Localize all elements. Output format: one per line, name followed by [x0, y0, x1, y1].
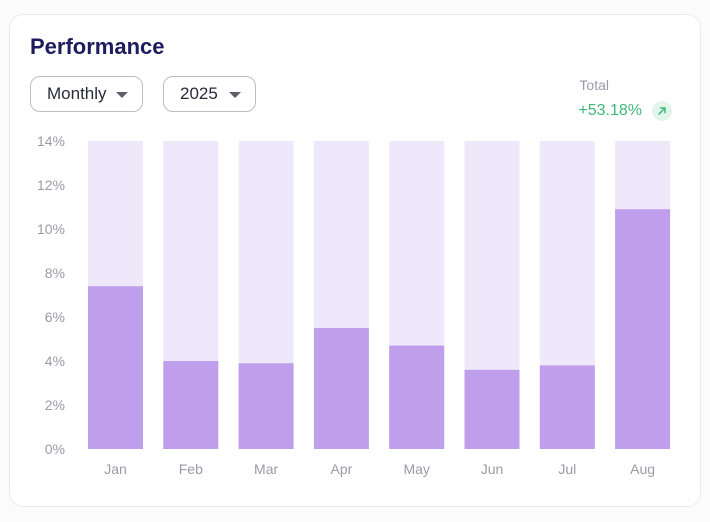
x-tick-label: Feb: [179, 461, 203, 477]
chevron-down-icon: [116, 92, 128, 98]
year-select-value: 2025: [180, 84, 218, 103]
bar-feb: [163, 361, 219, 449]
x-tick-label: Apr: [331, 461, 353, 477]
total-value: +53.18%: [578, 102, 642, 119]
x-tick-label: Jun: [481, 461, 504, 477]
performance-card: Performance Monthly 2025 Total +53.18% 0…: [9, 14, 701, 507]
x-tick-label: Mar: [254, 461, 278, 477]
y-tick-label: 14%: [37, 133, 65, 149]
bar-apr: [313, 328, 369, 449]
x-tick-label: Jan: [104, 461, 127, 477]
bar-aug: [615, 209, 671, 449]
bar-jun: [464, 369, 520, 449]
year-select[interactable]: 2025: [163, 76, 256, 112]
y-tick-label: 4%: [45, 353, 65, 369]
y-tick-label: 0%: [45, 441, 65, 457]
y-tick-label: 12%: [37, 177, 65, 193]
bar-jul: [539, 365, 595, 449]
chevron-down-icon: [229, 92, 241, 98]
bar-jan: [88, 286, 143, 449]
x-tick-label: May: [403, 461, 429, 477]
x-tick-label: Aug: [630, 461, 655, 477]
y-tick-label: 10%: [37, 221, 65, 237]
period-select-value: Monthly: [47, 84, 107, 103]
total-summary: +53.18%: [578, 101, 672, 121]
x-tick-label: Jul: [558, 461, 576, 477]
y-tick-label: 2%: [45, 397, 65, 413]
card-title: Performance: [30, 34, 165, 59]
arrow-up-right-icon: [652, 101, 672, 121]
bar-chart: 0% 2% 4% 6% 8% 10% 12% 14% Jan Feb Mar Apr May Jun Jul…: [37, 133, 671, 477]
y-tick-label: 8%: [45, 265, 65, 281]
bar-mar: [238, 363, 294, 449]
y-tick-label: 6%: [45, 309, 65, 325]
total-label: Total: [579, 77, 609, 93]
bar-may: [389, 345, 445, 449]
period-select[interactable]: Monthly: [30, 76, 143, 112]
